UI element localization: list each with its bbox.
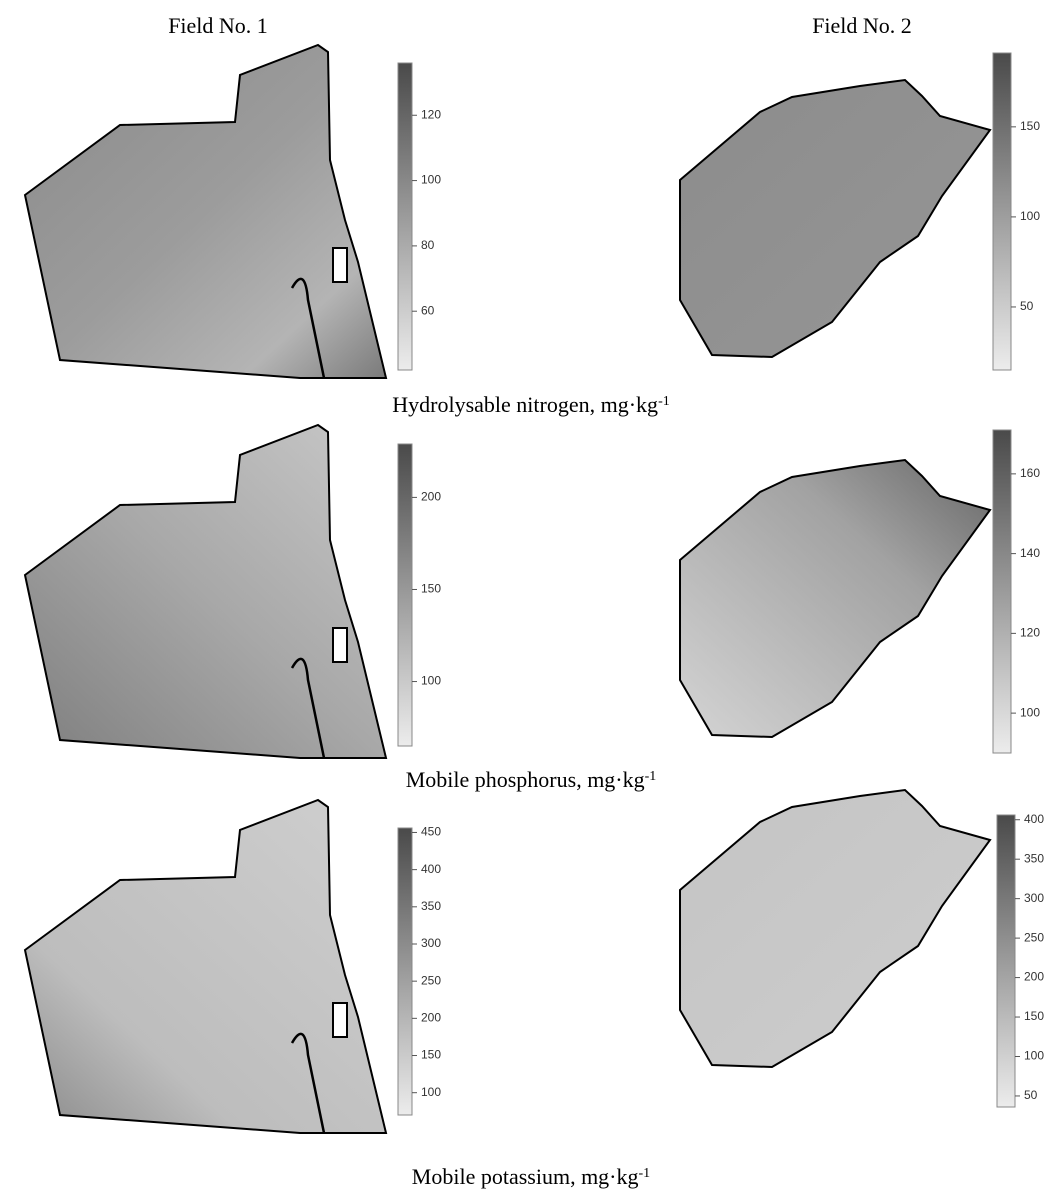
colorbar (993, 430, 1011, 753)
field-hole (333, 628, 347, 662)
colorbar-tick-label: 300 (421, 936, 441, 950)
field-map (25, 800, 386, 1133)
field-map (680, 80, 990, 357)
colorbar-tick-label: 160 (1020, 466, 1040, 480)
colorbar-tick-label: 50 (1024, 1088, 1038, 1102)
colorbar-tick-label: 300 (1024, 891, 1044, 905)
caption-text: Hydrolysable nitrogen, mg·kg (392, 392, 658, 417)
colorbar-tick-label: 250 (1024, 930, 1044, 944)
row-caption: Mobile phosphorus, mg·kg-1 (406, 767, 657, 792)
colorbar-tick-label: 100 (1020, 209, 1040, 223)
colorbar-tick-label: 350 (421, 899, 441, 913)
field-map (25, 45, 386, 378)
colorbar-tick-label: 60 (421, 303, 435, 317)
caption-exponent: -1 (645, 769, 657, 784)
colorbar-tick-label: 140 (1020, 546, 1040, 560)
colorbar-tick-label: 100 (421, 674, 441, 688)
colorbar-tick-label: 120 (1020, 626, 1040, 640)
colorbar-tick-label: 150 (1024, 1009, 1044, 1023)
colorbar-tick-label: 120 (421, 107, 441, 121)
colorbar (997, 815, 1015, 1107)
figure: Field No. 1 Field No. 2 6080100120501001… (0, 0, 1063, 1198)
field-map (25, 425, 386, 758)
colorbar-tick-label: 100 (421, 173, 441, 187)
colorbar-tick-label: 200 (421, 1011, 441, 1025)
colorbar-tick-label: 250 (421, 973, 441, 987)
caption-text: Mobile potassium, mg·kg (412, 1164, 639, 1189)
map-row: 100 150 200 250 300 350 400 450 50 100 150 200 250 30… (25, 790, 1044, 1189)
field-map (680, 790, 990, 1067)
colorbar-tick-label: 150 (421, 582, 441, 596)
caption-exponent: -1 (658, 394, 670, 409)
field-hole (333, 1003, 347, 1037)
column-header: Field No. 2 (812, 13, 912, 38)
colorbar-tick-label: 150 (421, 1048, 441, 1062)
colorbar-tick-label: 200 (1024, 970, 1044, 984)
caption-exponent: -1 (639, 1166, 651, 1181)
colorbar-tick-label: 100 (1024, 1049, 1044, 1063)
colorbar-tick-label: 350 (1024, 851, 1044, 865)
row-caption: Hydrolysable nitrogen, mg·kg-1 (392, 392, 669, 417)
colorbar-tick-label: 100 (1020, 705, 1040, 719)
colorbar-tick-label: 200 (421, 490, 441, 504)
field-map (680, 460, 990, 737)
colorbar-tick-label: 80 (421, 238, 435, 252)
field-hole (333, 248, 347, 282)
colorbar (398, 444, 412, 746)
map-row: 100 150 200 100 120 140 160 Mobile phosphorus, … (25, 425, 1040, 792)
caption-text: Mobile phosphorus, mg·kg (406, 767, 645, 792)
colorbar (993, 53, 1011, 370)
colorbar-tick-label: 100 (421, 1085, 441, 1099)
colorbar-tick-label: 450 (421, 825, 441, 839)
maps: 60 80 100 120 50 100 150 Hydrolysable nitrogen,… (25, 45, 1044, 1189)
column-header: Field No. 1 (168, 13, 268, 38)
colorbar (398, 828, 412, 1115)
row-caption: Mobile potassium, mg·kg-1 (412, 1164, 650, 1189)
map-row: 60 80 100 120 50 100 150 Hydrolysable nitrogen,… (25, 45, 1040, 417)
colorbar-tick-label: 150 (1020, 119, 1040, 133)
colorbar-tick-label: 50 (1020, 299, 1034, 313)
colorbar (398, 63, 412, 370)
colorbar-tick-label: 400 (421, 862, 441, 876)
colorbar-tick-label: 400 (1024, 812, 1044, 826)
